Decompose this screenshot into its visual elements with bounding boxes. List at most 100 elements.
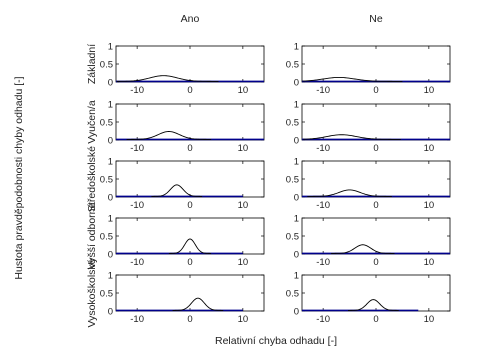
figure-ylabel: Hustota pravděpodobnosti chyby odhadu [-… (13, 76, 25, 279)
y-tick-label: 0.5 (100, 288, 113, 299)
x-tick-label: 10 (238, 143, 249, 154)
x-tick-label: 0 (373, 200, 378, 211)
y-tick-label: 0 (108, 77, 113, 88)
x-tick-label: 0 (373, 85, 378, 96)
x-tick-label: 0 (187, 314, 192, 325)
y-tick-label: 0.5 (286, 59, 299, 70)
density-curve (347, 299, 399, 311)
y-tick-label: 0.5 (100, 231, 113, 242)
panel-frame (301, 160, 451, 198)
x-tick-label: 10 (424, 143, 435, 154)
y-tick-label: 0.5 (100, 59, 113, 70)
x-tick-label: 10 (424, 200, 435, 211)
row-label: Vysokoškolské (86, 258, 98, 327)
panel-frame (301, 274, 451, 312)
y-tick-label: 1 (108, 213, 113, 224)
density-curve (126, 131, 212, 140)
panel: 0 0.5 1 -10 0 10 (286, 41, 451, 96)
row-label: Základní (86, 44, 98, 84)
x-tick-label: 0 (373, 314, 378, 325)
density-curve (151, 184, 203, 197)
y-tick-label: 0.5 (100, 174, 113, 185)
panel: 0 0.5 1 -10 0 10 (100, 156, 265, 211)
y-tick-label: 1 (294, 99, 299, 110)
y-tick-label: 0 (108, 135, 113, 146)
y-tick-label: 1 (294, 156, 299, 167)
row-label: Vyšší odborné (86, 202, 98, 269)
density-curve (303, 134, 401, 140)
x-tick-label: 0 (187, 200, 192, 211)
y-tick-label: 1 (294, 213, 299, 224)
x-tick-label: -10 (316, 200, 330, 211)
x-tick-label: 0 (187, 85, 192, 96)
panel: 0 0.5 1 -10 0 10 (100, 270, 265, 325)
density-curve (168, 238, 212, 254)
x-tick-label: -10 (130, 143, 144, 154)
y-tick-label: 0 (294, 192, 299, 203)
y-tick-label: 0 (294, 135, 299, 146)
x-tick-label: -10 (130, 85, 144, 96)
y-tick-label: 0.5 (286, 174, 299, 185)
x-tick-label: 10 (238, 314, 249, 325)
y-tick-label: 1 (294, 41, 299, 52)
x-tick-label: -10 (316, 257, 330, 268)
row-label: Vyučen/a (86, 100, 98, 144)
density-curve (172, 297, 224, 311)
y-tick-label: 0 (294, 249, 299, 260)
y-tick-label: 1 (108, 99, 113, 110)
y-tick-label: 1 (108, 270, 113, 281)
panel: 0 0.5 1 -10 0 10 (100, 41, 265, 96)
panel: 0 0.5 1 -10 0 10 (286, 99, 451, 154)
x-tick-label: 10 (238, 85, 249, 96)
y-tick-label: 0.5 (100, 117, 113, 128)
panel-frame (115, 217, 265, 255)
y-tick-label: 0 (108, 249, 113, 260)
panel-frame (115, 103, 265, 141)
panel-frame (115, 274, 265, 312)
x-tick-label: 0 (187, 143, 192, 154)
panel-frame (115, 160, 265, 198)
y-tick-label: 0 (294, 77, 299, 88)
panel-frame (301, 45, 451, 83)
y-tick-label: 0 (108, 306, 113, 317)
column-title: Ne (369, 13, 383, 25)
y-tick-label: 1 (108, 156, 113, 167)
density-curve (307, 189, 392, 197)
figure-xlabel: Relativní chyba odhadu [-] (215, 335, 337, 347)
panel: 0 0.5 1 -10 0 10 (286, 156, 451, 211)
x-tick-label: 0 (187, 257, 192, 268)
x-tick-label: -10 (130, 257, 144, 268)
x-tick-label: -10 (316, 143, 330, 154)
panel: 0 0.5 1 -10 0 10 (100, 99, 265, 154)
x-tick-label: 10 (424, 257, 435, 268)
density-curve (302, 76, 403, 82)
y-tick-label: 1 (294, 270, 299, 281)
panel-frame (115, 45, 265, 83)
panel-grid: Ano Ne Základní Vyučen/a StředoškolskéVyšší … (86, 13, 451, 328)
density-curve (116, 75, 219, 82)
y-tick-label: 0.5 (286, 117, 299, 128)
column-title: Ano (181, 13, 200, 25)
y-tick-label: 0 (108, 192, 113, 203)
x-tick-label: -10 (130, 200, 144, 211)
panel: 0 0.5 1 -10 0 10 (100, 213, 265, 268)
y-tick-label: 1 (108, 41, 113, 52)
y-tick-label: 0.5 (286, 231, 299, 242)
x-tick-label: -10 (316, 314, 330, 325)
density-curve (331, 244, 395, 254)
panel-frame (301, 217, 451, 255)
panel: 0 0.5 1 -10 0 10 (286, 213, 451, 268)
panel-frame (301, 103, 451, 141)
x-tick-label: 10 (238, 200, 249, 211)
x-tick-label: 10 (424, 314, 435, 325)
x-tick-label: -10 (316, 85, 330, 96)
y-tick-label: 0.5 (286, 288, 299, 299)
panel: 0 0.5 1 -10 0 10 (286, 270, 451, 325)
x-tick-label: -10 (130, 314, 144, 325)
x-tick-label: 10 (238, 257, 249, 268)
y-tick-label: 0 (294, 306, 299, 317)
row-label: Středoškolské (86, 146, 98, 212)
x-tick-label: 0 (373, 143, 378, 154)
x-tick-label: 0 (373, 257, 378, 268)
x-tick-label: 10 (424, 85, 435, 96)
